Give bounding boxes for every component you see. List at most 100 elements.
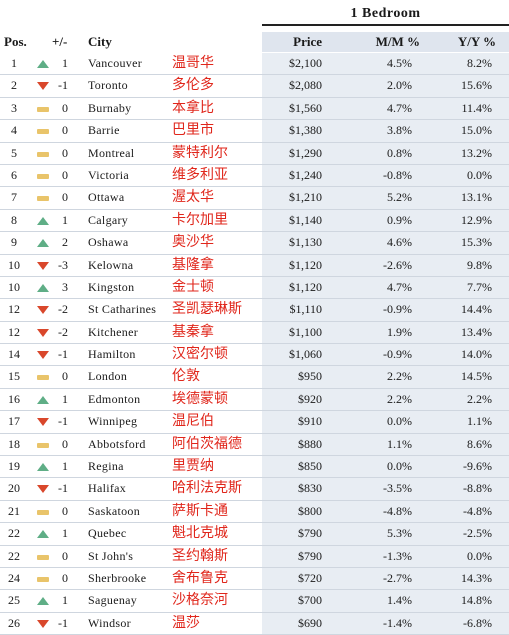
city-name-chinese: 温哥华 bbox=[172, 55, 214, 71]
rank-position: 15 bbox=[8, 369, 20, 384]
price-cell: $1,560 bbox=[289, 100, 322, 115]
header-change: +/- bbox=[52, 34, 68, 49]
mm-change-cell: -1.3% bbox=[383, 548, 412, 563]
city-name-chinese: 卡尔加里 bbox=[172, 211, 228, 228]
yy-change-cell: 1.1% bbox=[467, 414, 492, 429]
rank-change: 1 bbox=[62, 459, 68, 474]
price-shade bbox=[262, 142, 509, 164]
table-row: 15 0 London 伦敦 $950 2.2% 14.5% bbox=[0, 366, 509, 389]
price-cell: $720 bbox=[298, 570, 322, 585]
rank-position: 9 bbox=[11, 235, 17, 250]
price-cell: $1,290 bbox=[289, 145, 322, 160]
flat-bar-icon bbox=[37, 129, 49, 135]
up-triangle-icon bbox=[37, 463, 49, 472]
city-name-chinese: 萨斯卡通 bbox=[172, 502, 228, 519]
mm-change-cell: 0.9% bbox=[387, 212, 412, 227]
price-cell: $790 bbox=[298, 548, 322, 563]
city-name-chinese: 埃德蒙顿 bbox=[172, 390, 228, 407]
table-row: 16 1 Edmonton 埃德蒙顿 $920 2.2% 2.2% bbox=[0, 388, 509, 412]
price-shade bbox=[262, 321, 509, 344]
city-name-chinese: 哈利法克斯 bbox=[172, 480, 242, 497]
down-triangle-icon bbox=[37, 261, 49, 270]
flat-bar-icon bbox=[37, 442, 49, 448]
city-name: Regina bbox=[88, 459, 124, 474]
price-shade bbox=[262, 344, 509, 366]
mm-change-cell: -3.5% bbox=[383, 481, 412, 496]
city-name-chinese: 金士顿 bbox=[172, 278, 214, 295]
price-cell: $690 bbox=[298, 615, 322, 630]
mm-change-cell: -0.9% bbox=[383, 302, 412, 317]
price-shade bbox=[262, 411, 509, 433]
table-row: 22 1 Quebec 魁北克城 $790 5.3% -2.5% bbox=[0, 523, 509, 546]
flat-bar-icon bbox=[37, 196, 49, 202]
table-row: 24 0 Sherbrooke 舍布鲁克 $720 -2.7% 14.3% bbox=[0, 567, 509, 591]
up-triangle-icon bbox=[37, 216, 49, 225]
table-row: 9 2 Oshawa 奥沙华 $1,130 4.6% 15.3% bbox=[0, 232, 509, 255]
down-triangle-icon bbox=[37, 418, 49, 427]
rank-position: 10 bbox=[8, 279, 20, 294]
header-price: Price bbox=[293, 34, 322, 49]
yy-change-cell: 11.4% bbox=[461, 100, 492, 115]
price-shade bbox=[262, 500, 509, 523]
price-shade bbox=[262, 75, 509, 97]
rank-change: 1 bbox=[62, 56, 68, 70]
rank-position: 24 bbox=[8, 570, 20, 585]
rank-change: 1 bbox=[62, 593, 68, 608]
down-triangle-icon bbox=[37, 485, 49, 494]
price-shade bbox=[262, 388, 509, 411]
city-name: Kelowna bbox=[88, 257, 134, 272]
rank-position: 1 bbox=[11, 56, 17, 70]
header-shade bbox=[262, 32, 509, 52]
rank-change: 0 bbox=[62, 123, 68, 138]
price-cell: $1,100 bbox=[289, 324, 322, 339]
rank-position: 12 bbox=[8, 324, 20, 339]
mm-change-cell: 5.3% bbox=[387, 526, 412, 541]
city-name: Kitchener bbox=[88, 324, 139, 339]
city-name-chinese: 基秦拿 bbox=[172, 323, 214, 340]
city-name-chinese: 里贾纳 bbox=[172, 458, 214, 475]
header-yy: Y/Y % bbox=[457, 34, 496, 49]
flat-bar-icon bbox=[37, 151, 49, 157]
price-shade bbox=[262, 545, 509, 567]
up-triangle-icon bbox=[37, 530, 49, 539]
table-row: 7 0 Ottawa 渥太华 $1,210 5.2% 13.1% bbox=[0, 187, 509, 210]
mm-change-cell: 0.0% bbox=[387, 459, 412, 474]
yy-change-cell: -8.8% bbox=[463, 481, 492, 496]
up-triangle-icon bbox=[37, 239, 49, 248]
mm-change-cell: -1.4% bbox=[383, 615, 412, 630]
yy-change-cell: 0.0% bbox=[467, 548, 492, 563]
rank-change: 0 bbox=[62, 100, 68, 115]
down-triangle-icon bbox=[37, 306, 49, 315]
rank-position: 7 bbox=[11, 190, 17, 205]
rank-change: -1 bbox=[58, 481, 68, 496]
rank-change: -1 bbox=[58, 615, 68, 630]
rank-position: 4 bbox=[11, 123, 17, 138]
rank-change: 0 bbox=[62, 145, 68, 160]
yy-change-cell: 12.9% bbox=[461, 212, 492, 227]
city-name: Barrie bbox=[88, 123, 120, 138]
price-shade bbox=[262, 276, 509, 299]
up-triangle-icon bbox=[37, 283, 49, 292]
table-row: 19 1 Regina 里贾纳 $850 0.0% -9.6% bbox=[0, 456, 509, 479]
yy-change-cell: -9.6% bbox=[463, 459, 492, 474]
price-shade bbox=[262, 53, 509, 75]
yy-change-cell: -4.8% bbox=[463, 503, 492, 518]
mm-change-cell: 1.4% bbox=[387, 593, 412, 608]
mm-change-cell: -0.8% bbox=[383, 167, 412, 182]
rank-change: 1 bbox=[62, 526, 68, 541]
table-body: 1 1 Vancouver 温哥华 $2,100 4.5% 8.2% 2 -1 Toronto 多伦… bbox=[0, 53, 509, 635]
header-city: City bbox=[88, 34, 112, 49]
city-name: St John's bbox=[88, 548, 134, 563]
mm-change-cell: 2.2% bbox=[387, 391, 412, 406]
city-name-chinese: 温莎 bbox=[172, 614, 200, 631]
mm-change-cell: -4.8% bbox=[383, 503, 412, 518]
table-row: 25 1 Saguenay 沙格奈河 $700 1.4% 14.8% bbox=[0, 590, 509, 613]
city-name-chinese: 温尼伯 bbox=[172, 413, 214, 430]
rank-change: -2 bbox=[58, 302, 68, 317]
city-name-chinese: 维多利亚 bbox=[172, 166, 228, 183]
flat-bar-icon bbox=[37, 173, 49, 179]
down-triangle-icon bbox=[37, 82, 49, 91]
up-triangle-icon bbox=[37, 597, 49, 606]
city-name: Victoria bbox=[88, 167, 129, 182]
